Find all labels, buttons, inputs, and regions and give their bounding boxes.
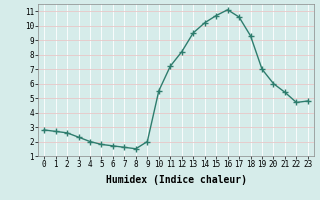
X-axis label: Humidex (Indice chaleur): Humidex (Indice chaleur)	[106, 175, 246, 185]
